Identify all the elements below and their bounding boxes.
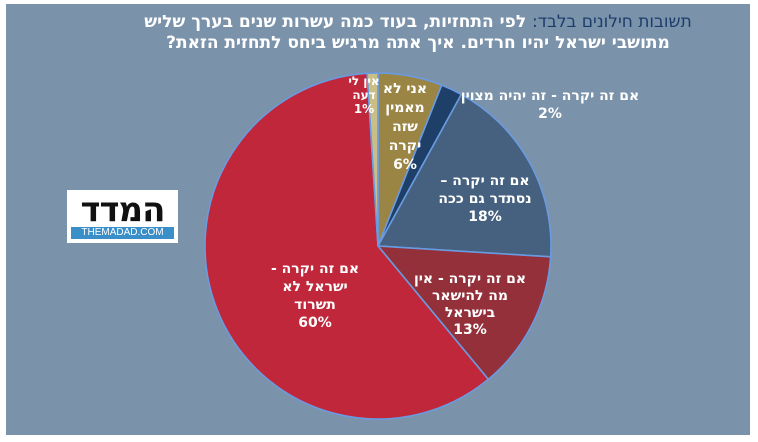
- pie-slice: [366, 72, 379, 247]
- pie-slice: [376, 93, 552, 258]
- themadad-logo: המדד THEMADAD.COM: [67, 190, 178, 243]
- label-gold: אני לא מאמין שזה יקרה 6%: [382, 81, 428, 173]
- pie-slice: [204, 72, 490, 420]
- label-red: אם זה יקרה - ישראל לא תשרוד 60%: [270, 261, 360, 331]
- label-darkred: אם זה יקרה - אין מה להישאר בישראל 13%: [413, 271, 527, 338]
- chart-title: תשובות חילונים בלבד: לפי התחזיות, בעוד כ…: [98, 12, 738, 54]
- title-highlight: תשובות חילונים בלבד:: [532, 12, 692, 32]
- label-steel: אם זה יקרה – נסתדר גם ככה 18%: [438, 173, 532, 225]
- pie-slice: [376, 245, 552, 381]
- logo-name: המדד: [80, 190, 166, 230]
- label-pale: אין לי דעה 1%: [348, 74, 380, 116]
- logo-url: THEMADAD.COM: [71, 227, 174, 239]
- title-line2: מתושבי ישראל יהיו חרדים. איך אתה מרגיש ב…: [166, 33, 670, 53]
- title-line1: לפי התחזיות, בעוד כמה עשרות שנים בערך של…: [144, 12, 533, 32]
- label-navy: אם זה יקרה - זה יהיה מצוין 2%: [460, 88, 640, 122]
